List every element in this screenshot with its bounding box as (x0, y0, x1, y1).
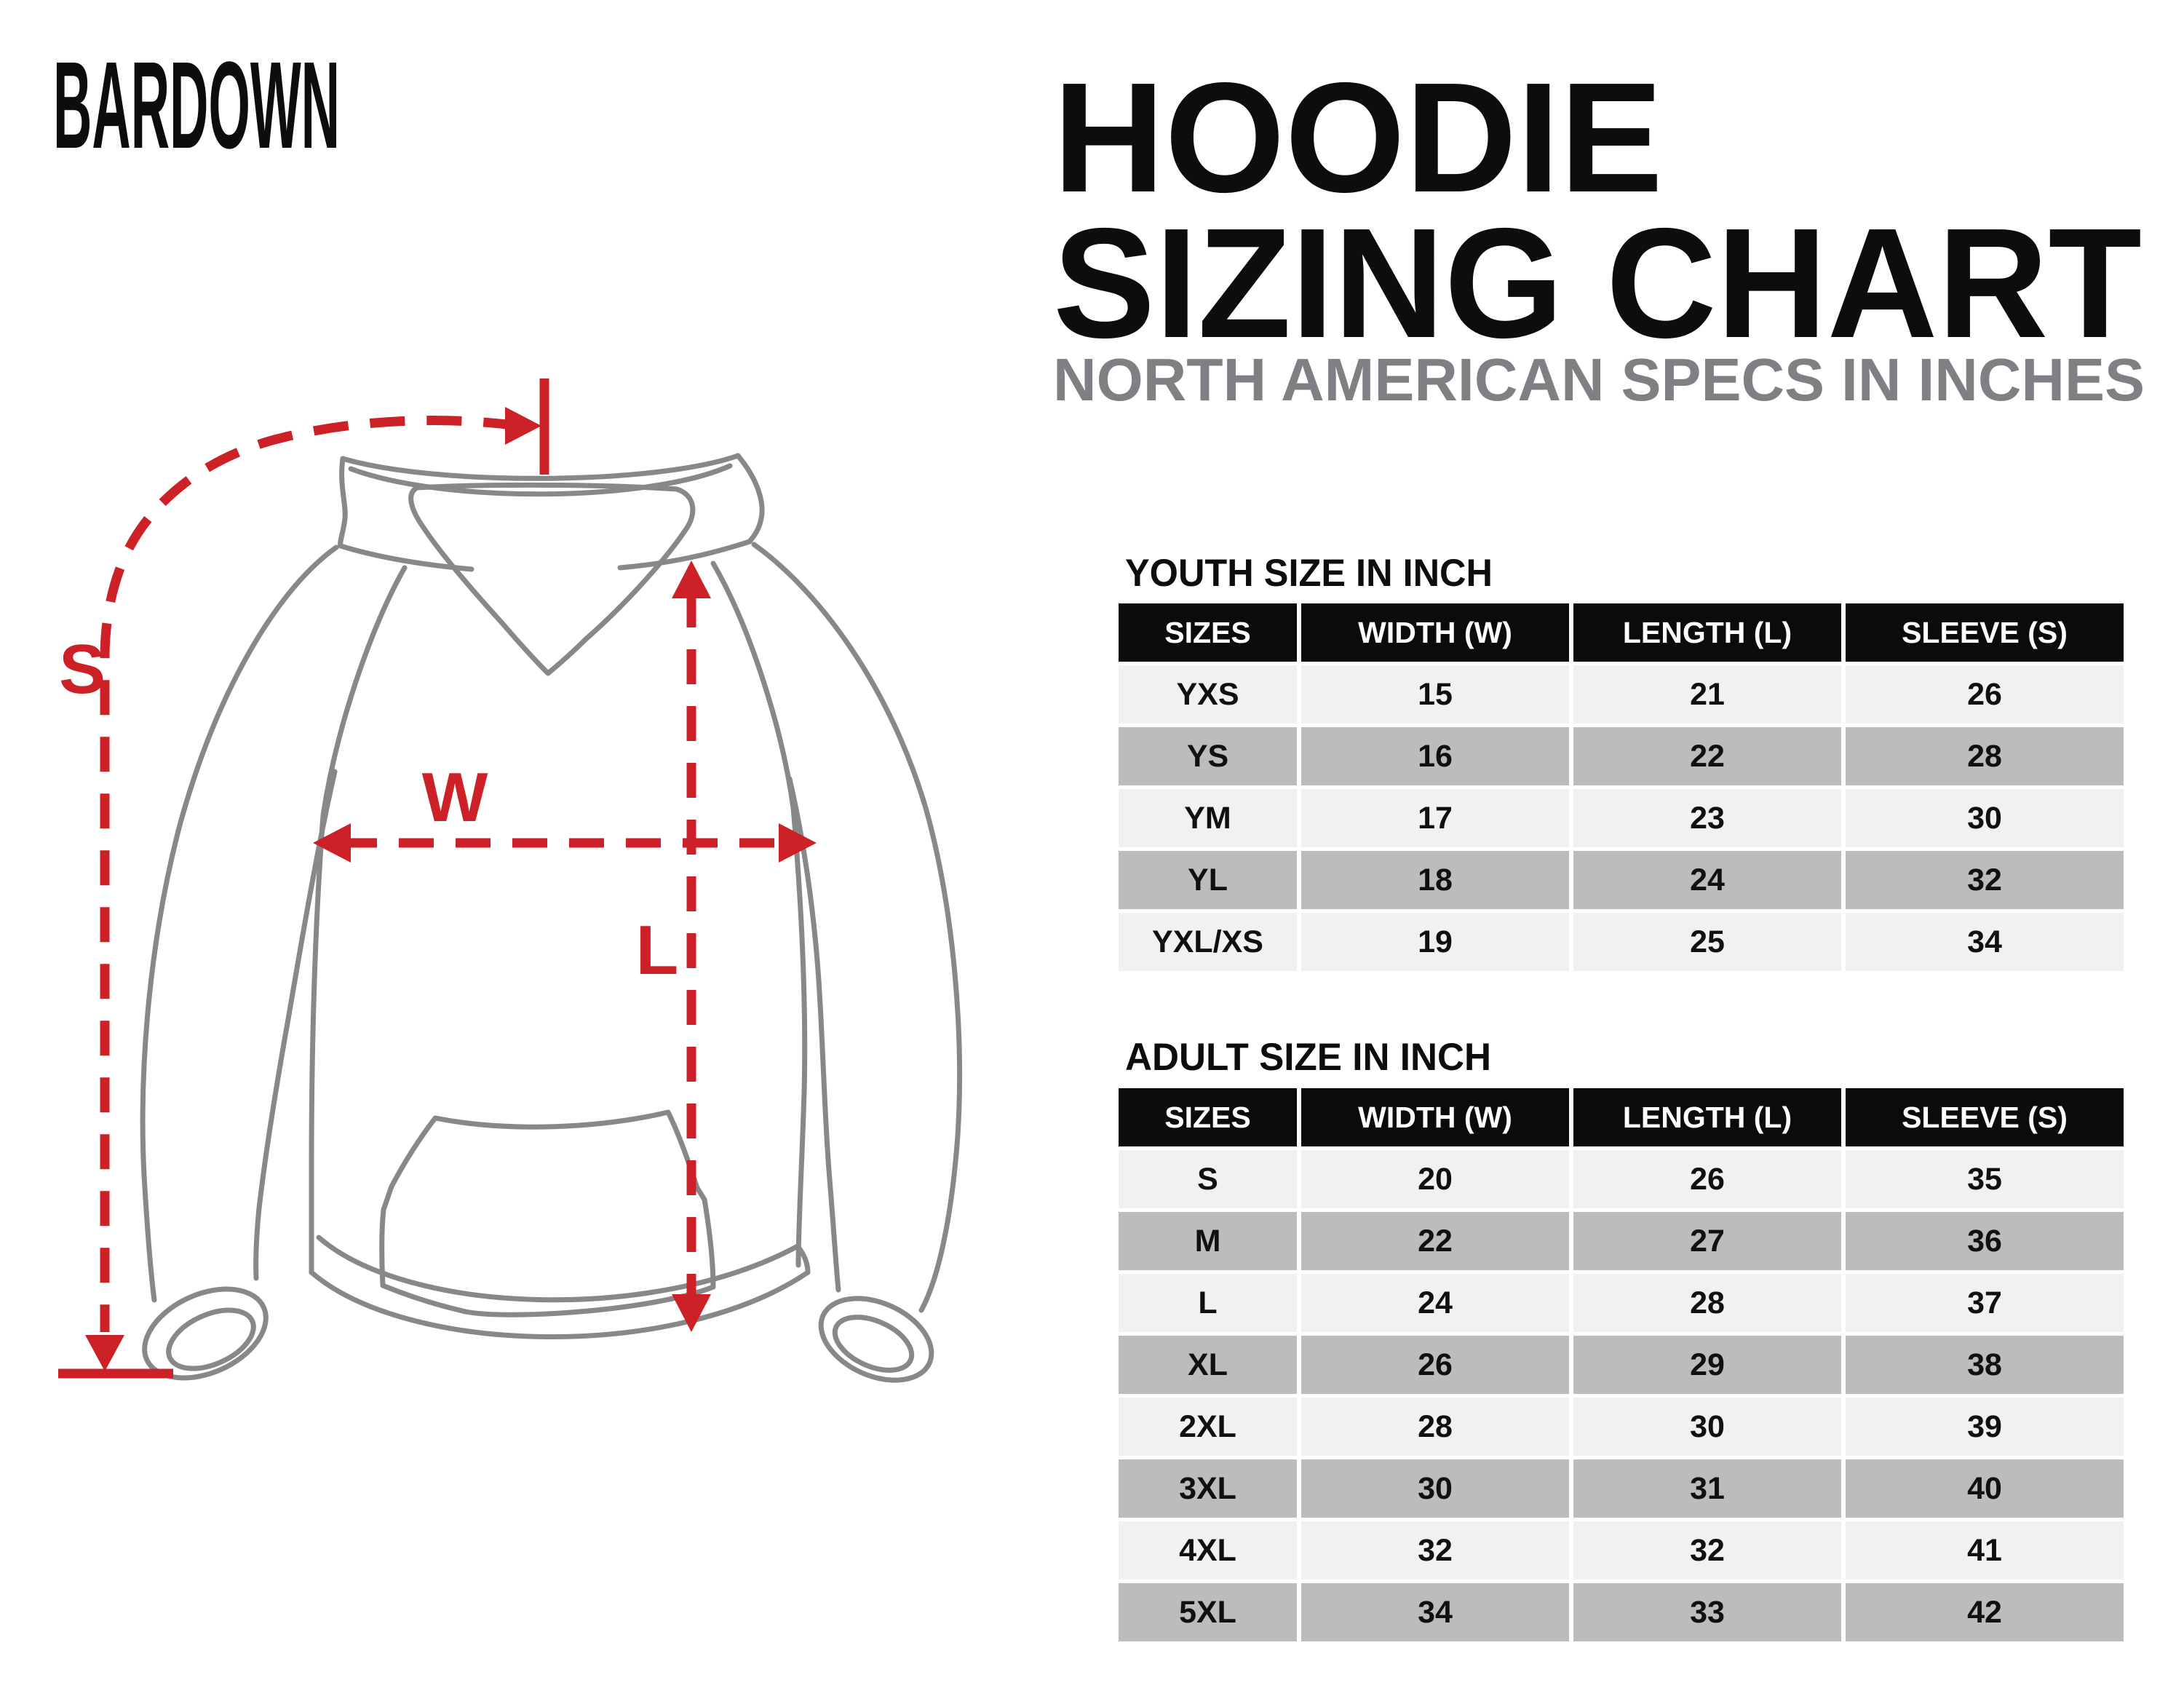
arrow-right-icon (779, 823, 817, 863)
value-cell: 32 (1573, 1521, 1841, 1580)
column-header: WIDTH (W) (1301, 1088, 1569, 1146)
value-cell: 33 (1573, 1583, 1841, 1641)
column-header: SIZES (1119, 1088, 1297, 1146)
value-cell: 29 (1573, 1336, 1841, 1394)
column-header: SLEEVE (S) (1846, 603, 2124, 662)
value-cell: 35 (1846, 1150, 2124, 1208)
column-header: LENGTH (L) (1573, 1088, 1841, 1146)
value-cell: 28 (1846, 727, 2124, 785)
arrow-up-icon (672, 560, 711, 598)
sleeve-measure-line (58, 379, 549, 1379)
column-header: WIDTH (W) (1301, 603, 1569, 662)
value-cell: 25 (1573, 913, 1841, 971)
value-cell: 41 (1846, 1521, 2124, 1580)
value-cell: 28 (1573, 1274, 1841, 1332)
value-cell: 36 (1846, 1212, 2124, 1270)
value-cell: 16 (1301, 727, 1569, 785)
value-cell: 32 (1846, 851, 2124, 909)
value-cell: 18 (1301, 851, 1569, 909)
page-subtitle: NORTH AMERICAN SPECS IN INCHES (1053, 346, 2145, 413)
youth-section-heading: YOUTH SIZE IN INCH (1125, 552, 1493, 595)
width-label: W (422, 758, 488, 836)
length-measure-line (672, 560, 711, 1332)
value-cell: 32 (1301, 1521, 1569, 1580)
column-header: SLEEVE (S) (1846, 1088, 2124, 1146)
column-header: LENGTH (L) (1573, 603, 1841, 662)
youth-size-table: SIZES WIDTH (W) LENGTH (L) SLEEVE (S) YX… (1119, 603, 2124, 971)
length-label: L (636, 911, 679, 989)
adult-section-heading: ADULT SIZE IN INCH (1125, 1036, 1491, 1079)
brand-logo: BARDOWN (53, 36, 340, 175)
value-cell: 37 (1846, 1274, 2124, 1332)
value-cell: 26 (1846, 665, 2124, 724)
value-cell: 24 (1301, 1274, 1569, 1332)
size-cell: L (1119, 1274, 1297, 1332)
value-cell: 22 (1301, 1212, 1569, 1270)
size-cell: M (1119, 1212, 1297, 1270)
value-cell: 30 (1301, 1459, 1569, 1518)
value-cell: 19 (1301, 913, 1569, 971)
size-cell: YS (1119, 727, 1297, 785)
value-cell: 27 (1573, 1212, 1841, 1270)
value-cell: 26 (1573, 1150, 1841, 1208)
value-cell: 30 (1573, 1398, 1841, 1456)
size-cell: S (1119, 1150, 1297, 1208)
arrow-down-icon (85, 1335, 124, 1371)
value-cell: 30 (1846, 789, 2124, 847)
size-cell: 2XL (1119, 1398, 1297, 1456)
value-cell: 26 (1301, 1336, 1569, 1394)
size-cell: 4XL (1119, 1521, 1297, 1580)
arrow-down-icon (672, 1294, 711, 1332)
value-cell: 39 (1846, 1398, 2124, 1456)
hoodie-outline-drawing (140, 453, 963, 1383)
arrow-right-icon (505, 407, 541, 445)
size-cell: XL (1119, 1336, 1297, 1394)
page-title-line2: SIZING CHART (1053, 195, 2142, 371)
value-cell: 31 (1573, 1459, 1841, 1518)
value-cell: 17 (1301, 789, 1569, 847)
value-cell: 23 (1573, 789, 1841, 847)
value-cell: 34 (1846, 913, 2124, 971)
width-measure-line (313, 823, 817, 863)
value-cell: 20 (1301, 1150, 1569, 1208)
column-header: SIZES (1119, 603, 1297, 662)
sleeve-label: S (59, 630, 106, 708)
value-cell: 21 (1573, 665, 1841, 724)
size-cell: 3XL (1119, 1459, 1297, 1518)
arrow-left-icon (313, 823, 351, 863)
size-cell: YM (1119, 789, 1297, 847)
value-cell: 40 (1846, 1459, 2124, 1518)
value-cell: 15 (1301, 665, 1569, 724)
value-cell: 42 (1846, 1583, 2124, 1641)
value-cell: 34 (1301, 1583, 1569, 1641)
adult-size-table: SIZES WIDTH (W) LENGTH (L) SLEEVE (S) S … (1119, 1088, 2124, 1641)
value-cell: 22 (1573, 727, 1841, 785)
size-cell: YL (1119, 851, 1297, 909)
size-cell: YXL/XS (1119, 913, 1297, 971)
size-cell: 5XL (1119, 1583, 1297, 1641)
size-cell: YXS (1119, 665, 1297, 724)
value-cell: 28 (1301, 1398, 1569, 1456)
value-cell: 38 (1846, 1336, 2124, 1394)
value-cell: 24 (1573, 851, 1841, 909)
page-title-line1: HOODIE (1053, 49, 1663, 225)
